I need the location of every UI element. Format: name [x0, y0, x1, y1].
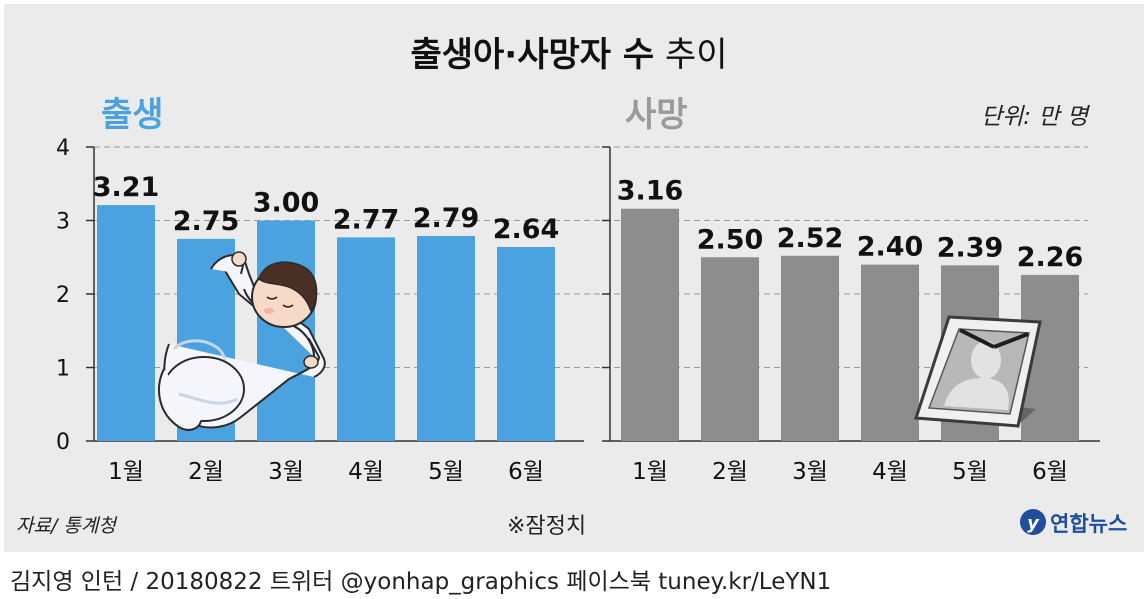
- category-label: 6월: [508, 459, 544, 485]
- value-label: 3.21: [93, 172, 160, 203]
- y-tick-label: 0: [56, 430, 70, 455]
- category-label: 2월: [712, 459, 748, 485]
- logo-icon: [1020, 509, 1046, 535]
- bar-death-3: [781, 255, 839, 441]
- value-label: 2.26: [1017, 242, 1084, 273]
- category-label: 6월: [1032, 459, 1068, 485]
- bar-birth-6: [497, 246, 555, 441]
- value-label: 2.52: [777, 223, 844, 254]
- y-tick-label: 3: [56, 210, 70, 235]
- value-label: 2.79: [413, 203, 480, 234]
- memorial-portrait-illustration: [913, 315, 1042, 428]
- category-label: 5월: [428, 459, 464, 485]
- category-label: 1월: [632, 459, 668, 485]
- category-label: 4월: [348, 459, 384, 485]
- category-label: 3월: [792, 459, 828, 485]
- bar-death-2: [701, 257, 759, 441]
- chart-title: 출생아·사망자 수 추이: [410, 35, 727, 75]
- panel-title-birth: 출생: [101, 95, 164, 135]
- title-rest: 추이: [654, 35, 727, 75]
- value-label: 2.50: [697, 224, 764, 255]
- logo-text: 연합뉴스: [1050, 512, 1127, 536]
- unit-label: 단위: 만 명: [981, 104, 1091, 130]
- y-tick-label: 1: [56, 357, 70, 382]
- value-label: 2.40: [857, 232, 924, 263]
- category-label: 4월: [872, 459, 908, 485]
- value-label: 2.39: [937, 232, 1004, 263]
- value-label: 2.64: [493, 214, 560, 245]
- bar-death-1: [621, 208, 679, 441]
- value-label: 3.16: [617, 176, 684, 207]
- title-bold: 출생아·사망자 수: [410, 35, 654, 75]
- category-label: 3월: [268, 459, 304, 485]
- credit-line: 김지영 인턴 / 20180822 트위터 @yonhap_graphics 페…: [10, 569, 832, 595]
- note-label: ※잠정치: [507, 514, 586, 539]
- value-label: 2.77: [333, 204, 400, 235]
- bar-death-4: [861, 264, 919, 441]
- category-label: 2월: [188, 459, 224, 485]
- value-label: 3.00: [253, 188, 320, 219]
- category-label: 1월: [108, 459, 144, 485]
- bar-birth-1: [97, 205, 155, 441]
- source-label: 자료/ 통계청: [16, 515, 118, 537]
- y-tick-label: 2: [56, 283, 70, 308]
- value-label: 2.75: [173, 206, 240, 237]
- bar-birth-4: [337, 237, 395, 441]
- logo-glyph: y: [1027, 513, 1040, 534]
- category-label: 5월: [952, 459, 988, 485]
- bar-birth-5: [417, 235, 475, 441]
- baby-illustration: [158, 251, 326, 431]
- y-tick-label: 4: [56, 136, 70, 161]
- panel-title-death: 사망: [625, 95, 688, 135]
